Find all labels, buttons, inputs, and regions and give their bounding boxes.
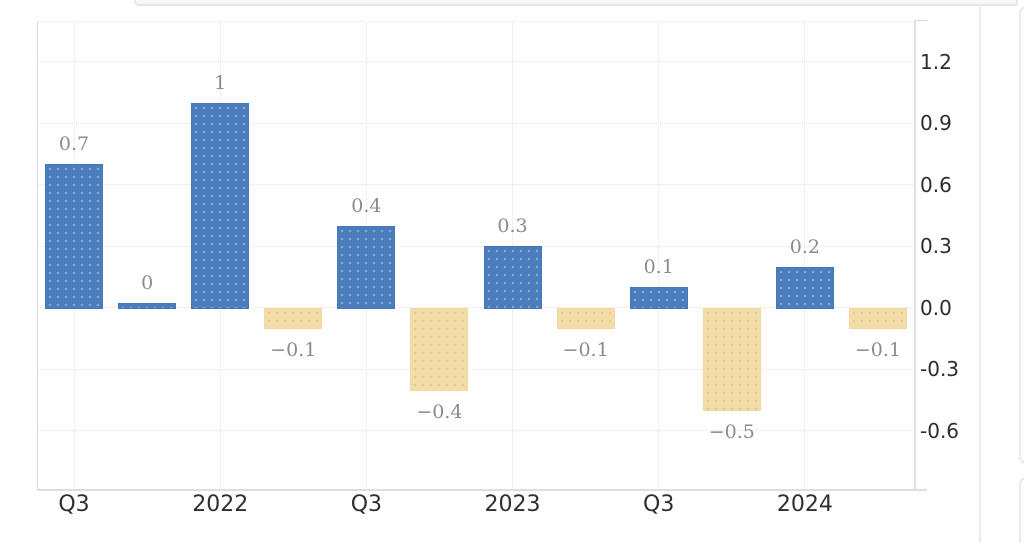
bar-value-label: 1 [214,71,227,94]
bar[interactable] [45,164,104,309]
bar[interactable] [483,246,542,309]
bar-value-label: 0 [141,271,154,294]
y-axis-tick-label: 0.3 [920,234,952,259]
horizontal-gridline [37,430,915,432]
side-card-edge-bottom [1019,477,1024,543]
x-axis-line [37,489,927,491]
y-axis-line-left [37,21,38,490]
y-axis-tick-label: -0.3 [920,357,960,382]
x-axis-tick-label: Q3 [643,492,675,517]
x-axis-tick-label: 2022 [192,492,249,517]
vertical-gridline [658,21,660,490]
horizontal-gridline [37,61,915,63]
horizontal-gridline [37,307,915,309]
x-axis-tick-label: 2024 [776,492,833,517]
bar-value-label: −0.1 [562,339,609,362]
horizontal-gridline [37,368,915,370]
vertical-gridline [804,21,806,490]
x-axis-tick-label: 2023 [484,492,541,517]
bar[interactable] [118,302,177,309]
x-axis-tick-label: Q3 [350,492,383,517]
bar-value-label: 0.2 [789,235,820,258]
y-axis-tick-label: 0.6 [920,172,952,197]
bar[interactable] [410,307,469,391]
bar-value-label: −0.4 [416,400,463,423]
horizontal-gridline [37,184,915,186]
bar[interactable] [775,266,834,309]
horizontal-gridline [37,245,915,247]
x-axis-tick-label: Q3 [58,492,90,517]
bar-value-label: 0.4 [351,194,382,217]
bar-value-label: 0.7 [58,133,90,156]
bar[interactable] [848,307,907,330]
y-axis-line-right [914,21,916,490]
side-card-edge-top [1019,6,1024,464]
y-axis-tick-label: -0.6 [920,418,960,443]
bar[interactable] [191,102,250,309]
bar-value-label: −0.5 [708,421,755,444]
bar[interactable] [264,307,323,330]
bar-value-label: 0.1 [643,256,674,279]
bar[interactable] [337,225,396,309]
bar[interactable] [629,287,688,309]
y-axis-top-tick [914,20,928,21]
horizontal-gridline [37,122,915,124]
y-axis-tick-label: 0.0 [920,295,952,320]
panel-divider [979,4,981,543]
toolbar-fragment [134,0,1018,6]
y-axis-tick-label: 0.9 [920,111,952,136]
y-axis-tick-label: 1.2 [920,49,952,74]
bar-value-label: −0.1 [854,339,902,362]
bar[interactable] [702,307,761,412]
bar-value-label: −0.1 [270,339,317,362]
bar-value-label: 0.3 [497,215,528,238]
horizontal-gridline [37,20,915,22]
bar[interactable] [556,307,615,330]
